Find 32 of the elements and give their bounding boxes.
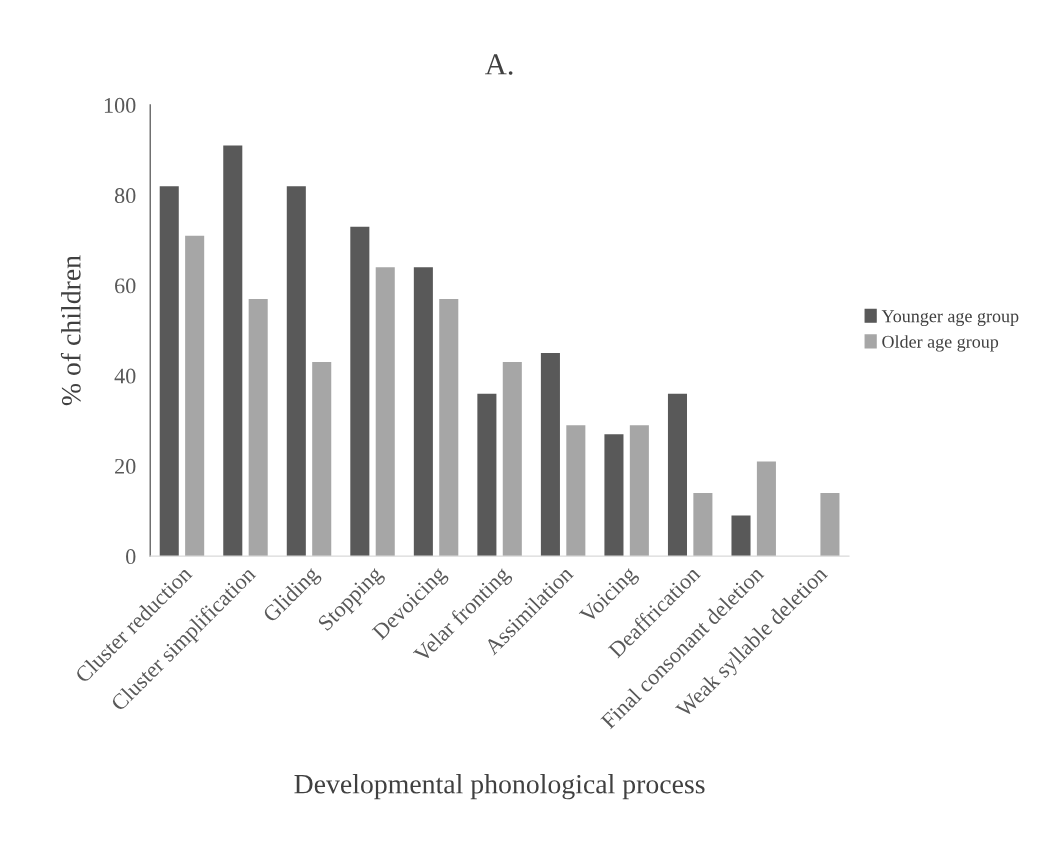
bar (477, 393, 497, 557)
chart-title: A. (485, 54, 513, 75)
bar (502, 362, 522, 557)
bar (820, 492, 840, 557)
bar (185, 235, 205, 557)
y-tick-label: 20 (115, 458, 136, 474)
bar (604, 434, 624, 557)
y-tick-label: 0 (126, 549, 136, 565)
legend-label: Younger age group (881, 310, 1019, 327)
legend-label: Older age group (882, 335, 999, 352)
y-tick-label: 40 (114, 368, 136, 384)
bar (566, 425, 586, 557)
bar (731, 515, 751, 557)
bar (629, 425, 649, 557)
bar (286, 186, 306, 557)
bar (756, 461, 776, 557)
y-tick-label: 60 (115, 278, 136, 294)
bar (159, 186, 179, 557)
bar (667, 393, 688, 557)
bar (248, 298, 268, 557)
bar (375, 267, 395, 557)
bar (540, 353, 560, 557)
bar (693, 492, 713, 557)
bar (223, 145, 243, 557)
y-tick-label: 100 (104, 97, 136, 113)
bar (413, 267, 433, 557)
y-axis-title: % of children (60, 255, 81, 406)
x-axis-title: Developmental phonological process (294, 774, 705, 800)
y-tick-label: 80 (114, 188, 136, 204)
bar (312, 362, 332, 557)
bar (350, 226, 370, 557)
bar (439, 298, 459, 557)
